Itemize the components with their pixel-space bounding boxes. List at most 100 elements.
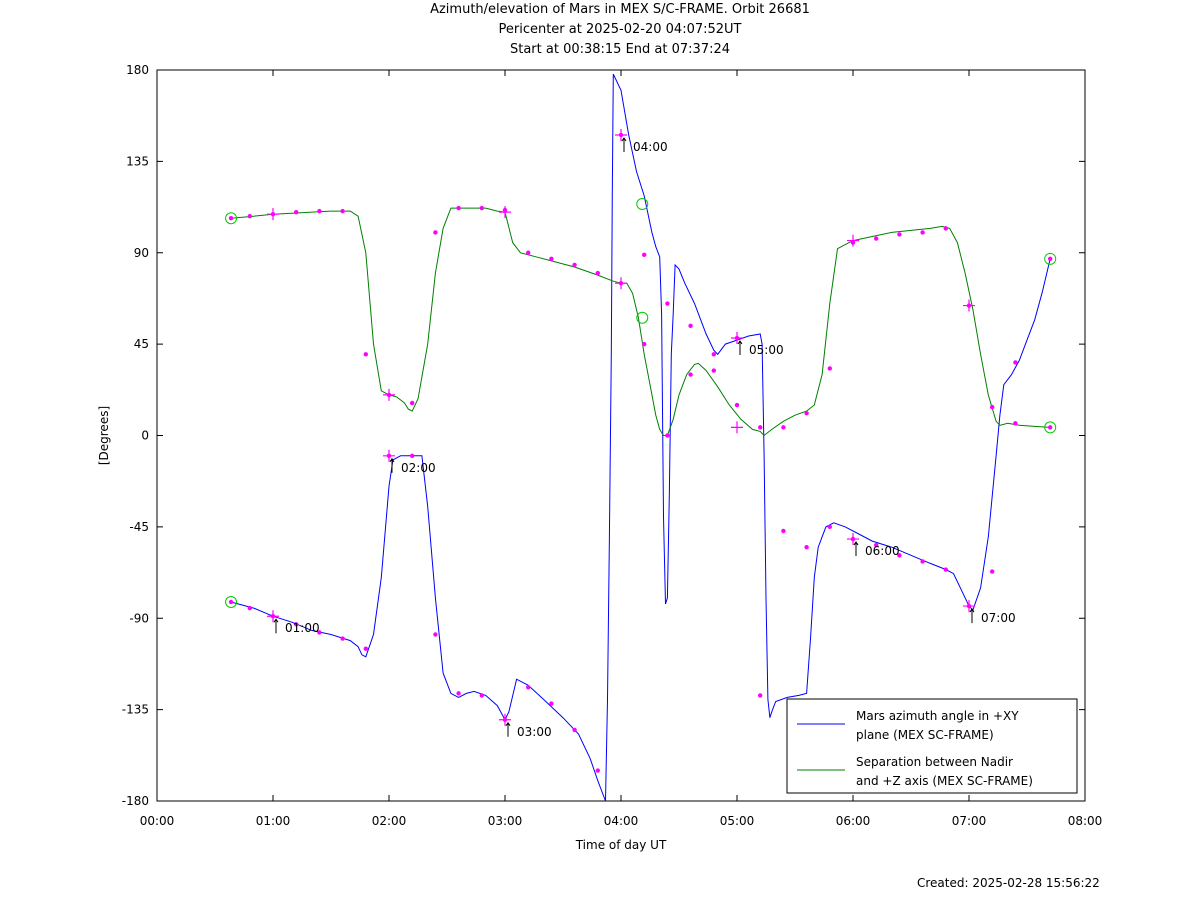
data-point-marker xyxy=(228,599,234,605)
data-point-marker xyxy=(758,693,763,698)
hour-plus-marker xyxy=(499,206,511,219)
legend-box xyxy=(786,698,1078,794)
data-point-marker xyxy=(433,632,438,637)
plot-area xyxy=(156,69,1086,802)
data-point-marker xyxy=(920,559,925,564)
data-point-marker xyxy=(804,410,809,416)
data-point-marker xyxy=(827,524,832,530)
data-point-marker xyxy=(456,205,461,211)
y-tick-label: -45 xyxy=(129,520,149,534)
data-point-marker xyxy=(688,323,693,329)
hour-tick-plus xyxy=(847,533,859,546)
y-tick-label: -180 xyxy=(122,794,149,808)
data-point-marker xyxy=(781,425,786,430)
data-point-marker xyxy=(1048,425,1053,430)
data-point-marker xyxy=(920,230,925,235)
data-point-marker xyxy=(340,636,345,641)
x-tick-label: 01:00 xyxy=(256,814,291,828)
data-point-marker xyxy=(874,542,879,548)
y-axis-label: [Degrees] xyxy=(97,406,111,465)
x-tick-label: 07:00 xyxy=(952,814,987,828)
x-tick-label: 00:00 xyxy=(140,814,175,828)
hour-tick-plus xyxy=(499,713,511,726)
x-tick-label: 04:00 xyxy=(604,814,639,828)
data-point-marker xyxy=(990,404,995,410)
data-point-marker xyxy=(549,256,554,262)
data-point-marker xyxy=(897,232,902,237)
data-point-marker xyxy=(1048,256,1053,262)
markers-layer xyxy=(225,132,1057,773)
legend: Mars azimuth angle in +XY plane (MEX SC-F… xyxy=(786,698,1078,794)
x-tick-label: 03:00 xyxy=(488,814,523,828)
y-tick-label: 90 xyxy=(134,246,149,260)
data-point-marker xyxy=(688,372,693,377)
plot-frame xyxy=(156,69,1086,802)
data-point-marker xyxy=(247,605,252,611)
y-tick-label: 180 xyxy=(126,63,149,77)
hour-tick-plus xyxy=(267,610,279,623)
data-point-marker xyxy=(1013,421,1018,426)
chart-title: Azimuth/elevation of Mars in MEX S/C-FRA… xyxy=(430,2,810,17)
legend-entry-text: Mars azimuth angle in +XY xyxy=(856,709,1019,723)
x-tick-label: 02:00 xyxy=(372,814,407,828)
endpoint-circle-marker xyxy=(636,311,649,324)
hour-label: 04:00 xyxy=(633,140,668,154)
legend-entry-text: plane (MEX SC-FRAME) xyxy=(856,728,994,742)
data-point-marker xyxy=(549,701,554,706)
legend-entry-text: Separation between Nadir xyxy=(856,755,1013,769)
axis-ticks: 00:00 01:00 02:00 03:00 04:00 05:00 06:00 07:00… xyxy=(122,63,1103,828)
hour-annotations: 01:00 02:00 03:00 04:00 05:00 06:00 07:00 xyxy=(267,128,1016,739)
hour-arrow-head xyxy=(621,137,627,142)
created-timestamp: Created: 2025-02-28 15:56:22 xyxy=(917,876,1100,890)
data-point-marker xyxy=(294,209,299,215)
data-point-marker xyxy=(340,208,345,214)
chart-subtitle-pericenter: Pericenter at 2025-02-20 04:07:52UT xyxy=(498,22,742,37)
data-point-marker xyxy=(456,691,461,696)
data-point-marker xyxy=(804,544,809,550)
hour-plus-marker xyxy=(383,388,395,401)
series-layer xyxy=(230,73,1051,802)
data-point-marker xyxy=(479,205,484,211)
endpoint-circle-marker xyxy=(225,596,238,609)
data-point-marker xyxy=(874,236,879,241)
chart-subtitle-start-end: Start at 00:38:15 End at 07:37:24 xyxy=(509,42,731,57)
data-point-marker xyxy=(595,768,600,773)
data-point-marker xyxy=(572,727,577,733)
data-point-marker xyxy=(827,366,832,371)
hour-arrow-head xyxy=(389,457,395,463)
hour-label: 07:00 xyxy=(981,611,1016,625)
data-point-marker xyxy=(479,693,484,698)
endpoint-circle-marker xyxy=(636,198,649,211)
hour-arrow-head xyxy=(853,541,859,546)
endpoint-circle-marker xyxy=(1044,252,1057,265)
data-point-marker xyxy=(572,262,577,268)
data-point-marker xyxy=(990,569,995,574)
hour-tick-plus xyxy=(615,128,627,141)
hour-arrow-head xyxy=(505,721,511,727)
data-point-marker xyxy=(642,341,647,347)
data-point-marker xyxy=(433,230,438,235)
data-point-marker xyxy=(317,630,322,635)
y-tick-label: -135 xyxy=(122,703,149,717)
data-point-marker xyxy=(711,368,716,373)
data-point-marker xyxy=(758,425,763,430)
data-point-marker xyxy=(294,622,299,627)
hour-arrow-head xyxy=(737,340,743,345)
data-point-marker xyxy=(410,453,415,459)
data-point-marker xyxy=(943,226,948,231)
hour-arrow-head xyxy=(969,608,975,613)
x-axis-label: Time of day UT xyxy=(575,838,667,852)
hour-label: 01:00 xyxy=(285,621,320,635)
data-point-marker xyxy=(526,685,531,690)
data-point-marker xyxy=(228,216,234,221)
hour-tick-plus xyxy=(731,332,743,345)
endpoint-circle-marker xyxy=(1044,421,1057,434)
hour-label: 03:00 xyxy=(517,725,552,739)
endpoint-circle-marker xyxy=(225,212,238,225)
hour-plus-marker xyxy=(847,234,859,247)
hour-label: 02:00 xyxy=(401,461,436,475)
y-tick-label: 0 xyxy=(141,429,149,443)
data-point-marker xyxy=(247,214,252,219)
data-point-marker xyxy=(897,553,902,558)
